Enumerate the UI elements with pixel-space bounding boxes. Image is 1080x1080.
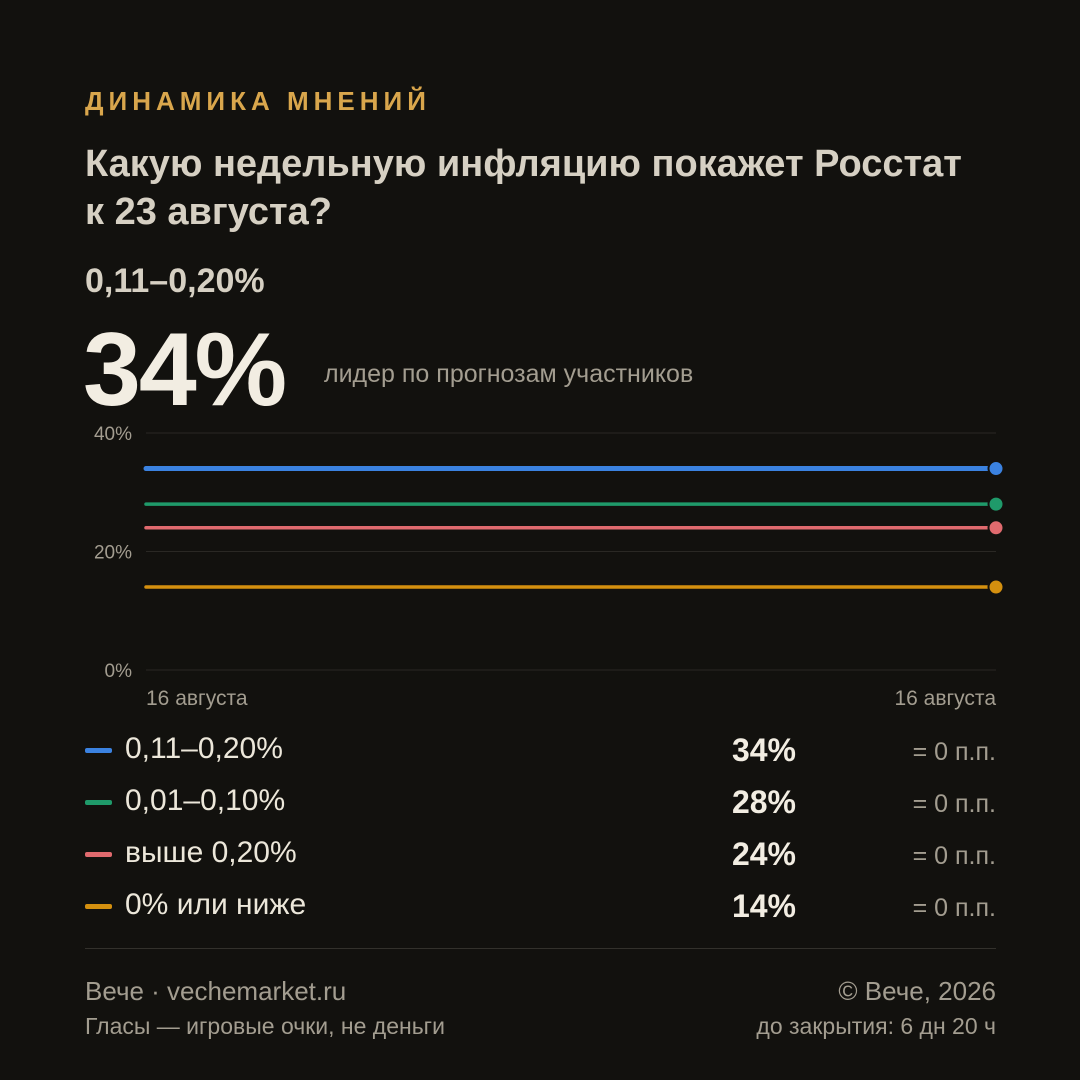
legend-row: 0% или ниже 14% = 0 п.п. (85, 886, 996, 938)
currency-note: Гласы — игровые очки, не деньги (85, 1013, 445, 1039)
legend-value: 14% (731, 888, 796, 924)
legend-swatch (85, 904, 112, 909)
line-chart: 0% 20% 40% 16 августа 16 августа (94, 424, 1005, 710)
legend-row: выше 0,20% 24% = 0 п.п. (85, 834, 996, 886)
y-tick-label: 40% (94, 424, 132, 445)
leader-option: 0,11–0,20% (85, 262, 265, 300)
x-tick-label: 16 августа (894, 687, 996, 710)
y-tick-label: 0% (105, 661, 133, 682)
series-end-point (987, 460, 1005, 478)
legend-row: 0,11–0,20% 34% = 0 п.п. (85, 730, 996, 782)
legend-swatch (85, 852, 112, 857)
leader-percentage: 34% (83, 312, 287, 428)
legend-value: 28% (731, 784, 796, 820)
legend-change: = 0 п.п. (912, 894, 996, 922)
series-end-point (987, 578, 1005, 596)
series-end-point (987, 519, 1005, 537)
legend-label: 0,01–0,10% (125, 784, 286, 817)
legend-row: 0,01–0,10% 28% = 0 п.п. (85, 782, 996, 834)
legend-value: 24% (731, 836, 796, 872)
y-tick-label: 20% (94, 543, 132, 564)
legend-change: = 0 п.п. (912, 790, 996, 818)
legend-swatch (85, 800, 112, 805)
legend-change: = 0 п.п. (912, 738, 996, 766)
legend-value: 34% (731, 732, 796, 768)
question-title: Какую недельную инфляцию покажет Росстат… (85, 143, 962, 233)
legend-change: = 0 п.п. (912, 842, 996, 870)
legend-label: 0,11–0,20% (125, 732, 283, 765)
x-tick-label: 16 августа (146, 687, 248, 710)
leader-caption: лидер по прогнозам участников (324, 360, 694, 388)
section-kicker: ДИНАМИКА МНЕНИЙ (85, 86, 431, 116)
legend: 0,11–0,20% 34% = 0 п.п. 0,01–0,10% 28% =… (85, 730, 996, 938)
footer-divider (85, 948, 996, 949)
closing-countdown: до закрытия: 6 дн 20 ч (756, 1013, 996, 1039)
legend-swatch (85, 748, 112, 753)
legend-label: 0% или ниже (125, 888, 307, 921)
legend-label: выше 0,20% (125, 836, 297, 869)
series-end-point (987, 495, 1005, 513)
brand-link[interactable]: Вече · vechemarket.ru (85, 976, 347, 1006)
copyright: © Вече, 2026 (838, 976, 996, 1006)
